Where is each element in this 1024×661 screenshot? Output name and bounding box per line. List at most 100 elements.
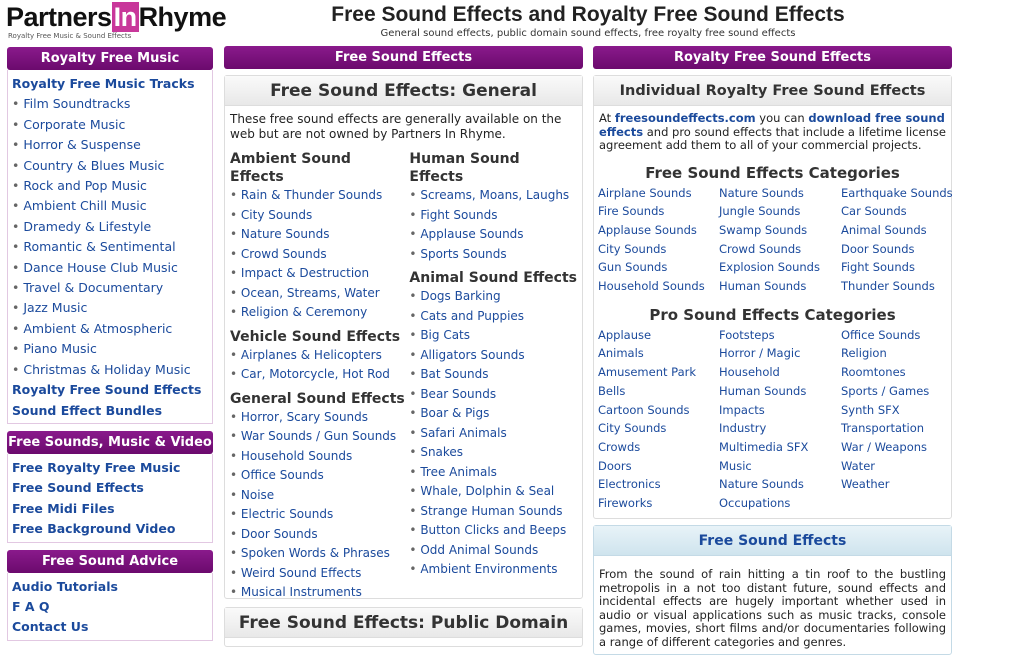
category-link[interactable]: Human Sounds: [719, 383, 807, 398]
sound-link[interactable]: Nature Sounds: [230, 225, 409, 245]
sound-link[interactable]: Whale, Dolphin & Seal: [409, 482, 577, 502]
category-link[interactable]: City Sounds: [598, 421, 667, 436]
sound-link[interactable]: Big Cats: [409, 326, 577, 346]
category-link[interactable]: Footsteps: [719, 327, 775, 342]
sound-link[interactable]: Alligators Sounds: [409, 346, 577, 366]
sidebar-link[interactable]: Dramedy & Lifestyle: [12, 217, 208, 237]
sound-link[interactable]: Screams, Moans, Laughs: [409, 186, 577, 206]
category-link[interactable]: War / Weapons: [841, 439, 928, 454]
category-link[interactable]: Industry: [719, 421, 767, 436]
category-link[interactable]: Nature Sounds: [719, 477, 804, 492]
category-link[interactable]: Transportation: [841, 421, 925, 436]
sidebar-link[interactable]: Horror & Suspense: [12, 135, 208, 155]
sound-link[interactable]: Tree Animals: [409, 463, 577, 483]
sound-link[interactable]: Snakes: [409, 443, 577, 463]
sidebar-link[interactable]: Jazz Music: [12, 298, 208, 318]
category-link[interactable]: Amusement Park: [598, 365, 697, 380]
category-link[interactable]: Music: [719, 458, 752, 473]
sound-link[interactable]: Electric Sounds: [230, 505, 409, 525]
sound-link[interactable]: Weird Sound Effects: [230, 564, 409, 584]
sidebar-link[interactable]: Free Midi Files: [12, 500, 115, 516]
sound-link[interactable]: Car, Motorcycle, Hot Rod: [230, 365, 409, 385]
sidebar-link[interactable]: Free Sound Effects: [12, 480, 144, 496]
logo[interactable]: PartnersInRhyme Royalty Free Music & Sou…: [6, 2, 227, 40]
category-link[interactable]: Electronics: [598, 477, 661, 492]
sidebar-link[interactable]: Country & Blues Music: [12, 156, 208, 176]
sidebar-link[interactable]: Audio Tutorials: [12, 578, 118, 594]
sound-link[interactable]: Rain & Thunder Sounds: [230, 186, 409, 206]
sound-link[interactable]: Door Sounds: [230, 525, 409, 545]
sound-link[interactable]: Boar & Pigs: [409, 404, 577, 424]
sidebar-link[interactable]: Corporate Music: [12, 115, 208, 135]
sidebar-link[interactable]: Travel & Documentary: [12, 278, 208, 298]
sidebar-link[interactable]: Free Background Video: [12, 521, 176, 537]
category-link[interactable]: Impacts: [719, 402, 765, 417]
sound-link[interactable]: War Sounds / Gun Sounds: [230, 427, 409, 447]
sound-link[interactable]: Impact & Destruction: [230, 264, 409, 284]
category-link[interactable]: Applause: [598, 327, 652, 342]
sound-link[interactable]: Noise: [230, 486, 409, 506]
category-link[interactable]: Roomtones: [841, 365, 906, 380]
category-link[interactable]: Nature Sounds: [719, 185, 804, 200]
category-link[interactable]: Sports / Games: [841, 383, 930, 398]
category-link[interactable]: Horror / Magic: [719, 346, 801, 361]
sidebar-link[interactable]: Dance House Club Music: [12, 258, 208, 278]
sound-link[interactable]: Dogs Barking: [409, 287, 577, 307]
sidebar-link[interactable]: Rock and Pop Music: [12, 176, 208, 196]
sound-link[interactable]: Fight Sounds: [409, 206, 577, 226]
sound-link[interactable]: Spoken Words & Phrases: [230, 544, 409, 564]
category-link[interactable]: City Sounds: [598, 241, 667, 256]
category-link[interactable]: Human Sounds: [719, 279, 807, 294]
sound-link[interactable]: Ocean, Streams, Water: [230, 284, 409, 304]
sound-link[interactable]: Applause Sounds: [409, 225, 577, 245]
sidebar-link[interactable]: Contact Us: [12, 619, 89, 635]
sound-link[interactable]: Musical Instruments: [230, 583, 409, 603]
sidebar-link[interactable]: Ambient & Atmospheric: [12, 319, 208, 339]
sound-link[interactable]: Odd Animal Sounds: [409, 541, 577, 561]
category-link[interactable]: Religion: [841, 346, 887, 361]
category-link[interactable]: Fight Sounds: [841, 260, 915, 275]
category-link[interactable]: Airplane Sounds: [598, 185, 692, 200]
freesoundeffects-link[interactable]: freesoundeffects.com: [614, 111, 756, 125]
category-link[interactable]: Explosion Sounds: [719, 260, 820, 275]
category-link[interactable]: Office Sounds: [841, 327, 921, 342]
sound-link[interactable]: Office Sounds: [230, 466, 409, 486]
sidebar-link[interactable]: Ambient Chill Music: [12, 196, 208, 216]
sound-link[interactable]: Ambient Environments: [409, 560, 577, 580]
category-link[interactable]: Animals: [598, 346, 644, 361]
sound-link[interactable]: Strange Human Sounds: [409, 502, 577, 522]
category-link[interactable]: Swamp Sounds: [719, 222, 808, 237]
category-link[interactable]: Household: [719, 365, 780, 380]
sound-link[interactable]: Safari Animals: [409, 424, 577, 444]
sidebar-link[interactable]: Film Soundtracks: [12, 94, 208, 114]
sidebar-link[interactable]: Romantic & Sentimental: [12, 237, 208, 257]
category-link[interactable]: Car Sounds: [841, 204, 907, 219]
category-link[interactable]: Thunder Sounds: [841, 279, 935, 294]
sound-link[interactable]: Bat Sounds: [409, 365, 577, 385]
category-link[interactable]: Cartoon Sounds: [598, 402, 690, 417]
sidebar-link[interactable]: Royalty Free Music Tracks: [12, 76, 195, 91]
category-link[interactable]: Jungle Sounds: [719, 204, 801, 219]
sound-link[interactable]: Horror, Scary Sounds: [230, 408, 409, 428]
sidebar-link[interactable]: Free Royalty Free Music: [12, 459, 181, 475]
sound-link[interactable]: Airplanes & Helicopters: [230, 346, 409, 366]
sidebar-link[interactable]: Royalty Free Sound Effects: [12, 382, 202, 398]
category-link[interactable]: Multimedia SFX: [719, 439, 809, 454]
sound-link[interactable]: Cats and Puppies: [409, 307, 577, 327]
category-link[interactable]: Water: [841, 458, 875, 473]
category-link[interactable]: Doors: [598, 458, 632, 473]
sound-link[interactable]: Crowd Sounds: [230, 245, 409, 265]
sidebar-link[interactable]: F A Q: [12, 598, 50, 614]
sidebar-link[interactable]: Christmas & Holiday Music: [12, 360, 208, 380]
category-link[interactable]: Earthquake Sounds: [841, 185, 953, 200]
category-link[interactable]: Crowd Sounds: [719, 241, 802, 256]
category-link[interactable]: Crowds: [598, 439, 641, 454]
category-link[interactable]: Door Sounds: [841, 241, 915, 256]
category-link[interactable]: Fireworks: [598, 496, 653, 511]
sound-link[interactable]: Button Clicks and Beeps: [409, 521, 577, 541]
category-link[interactable]: Animal Sounds: [841, 222, 927, 237]
category-link[interactable]: Applause Sounds: [598, 222, 697, 237]
category-link[interactable]: Bells: [598, 383, 626, 398]
download-link[interactable]: download free sound effects: [599, 111, 945, 139]
category-link[interactable]: Fire Sounds: [598, 204, 665, 219]
